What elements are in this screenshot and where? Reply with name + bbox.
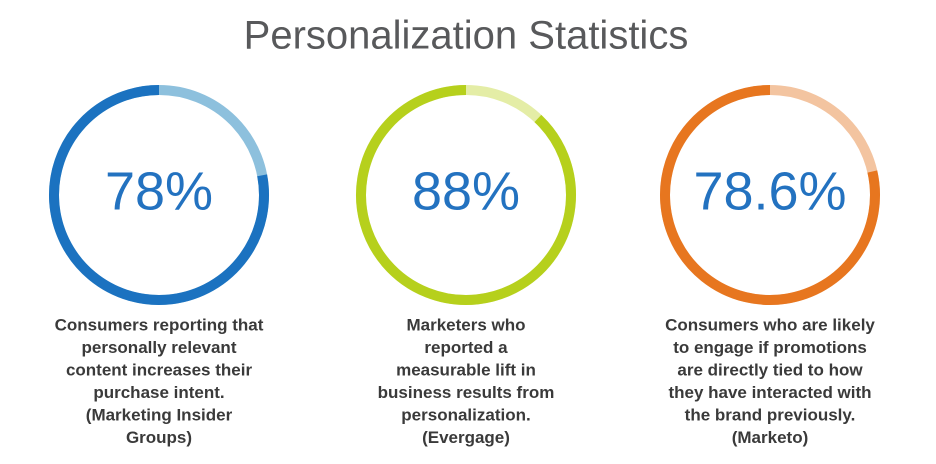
caption-line: Groups)	[126, 428, 192, 447]
caption-line: content increases their	[66, 360, 253, 379]
caption-line: business results from	[378, 383, 555, 402]
caption-line: they have interacted with	[668, 383, 871, 402]
caption-line: the brand previously.	[685, 405, 856, 424]
caption-line: Marketers who	[406, 315, 525, 334]
caption-line: (Marketing Insider	[86, 405, 233, 424]
caption-line: (Marketo)	[732, 428, 809, 447]
caption-line: Consumers reporting that	[55, 315, 264, 334]
caption-line: purchase intent.	[93, 383, 224, 402]
caption-line: personalization.	[401, 405, 530, 424]
percent-label: 78%	[105, 161, 213, 221]
caption-line: Consumers who are likely	[665, 315, 875, 334]
percent-label: 78.6%	[693, 161, 846, 221]
caption-line: to engage if promotions	[673, 338, 867, 357]
caption-line: are directly tied to how	[677, 360, 863, 379]
caption-line: (Evergage)	[422, 428, 510, 447]
page-title: Personalization Statistics	[244, 14, 689, 58]
caption-line: personally relevant	[82, 338, 237, 357]
caption-line: measurable lift in	[396, 360, 536, 379]
caption-line: reported a	[424, 338, 508, 357]
percent-label: 88%	[412, 161, 520, 221]
